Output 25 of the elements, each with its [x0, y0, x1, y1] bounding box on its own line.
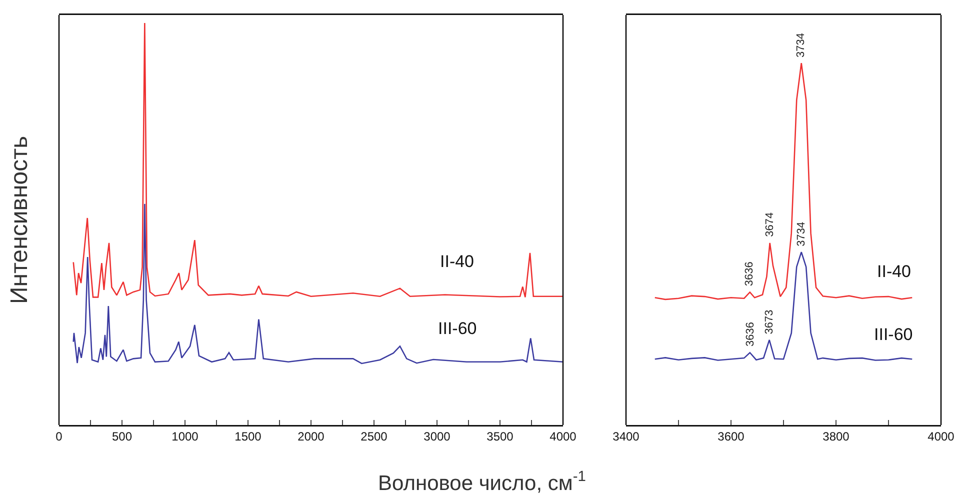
- x-tick-label: 0: [56, 430, 63, 444]
- annotation: 3734: [795, 222, 808, 246]
- series-label: II-40: [877, 262, 912, 281]
- series-label: III-60: [874, 325, 913, 344]
- y-axis-title: Интенсивность: [6, 136, 33, 304]
- x-tick-label: 4000: [928, 430, 955, 444]
- x-tick-label: 3800: [822, 430, 850, 444]
- x-tick-label: 1000: [172, 430, 199, 444]
- x-tick-label: 3400: [612, 430, 640, 444]
- x-tick-label: 500: [112, 430, 132, 444]
- x-tick-label: 1500: [234, 430, 262, 444]
- x-tick-label: 3000: [424, 430, 451, 444]
- annotation: 3636: [744, 322, 756, 347]
- series-label: III-60: [438, 319, 477, 338]
- annotation: 3674: [764, 212, 776, 237]
- x-tick-label: 4000: [550, 430, 577, 444]
- annotation: 3673: [763, 310, 776, 334]
- x-tick-label: 3500: [486, 430, 514, 444]
- x-tick-label: 3600: [718, 430, 745, 444]
- series-label: II-40: [440, 252, 474, 271]
- annotation: 3636: [744, 262, 756, 286]
- x-tick-label: 2000: [298, 430, 325, 444]
- x-tick-label: 2500: [360, 430, 388, 444]
- annotation: 3734: [795, 32, 808, 58]
- x-axis-title: Волновое число, см$^{-1}$: [378, 469, 586, 495]
